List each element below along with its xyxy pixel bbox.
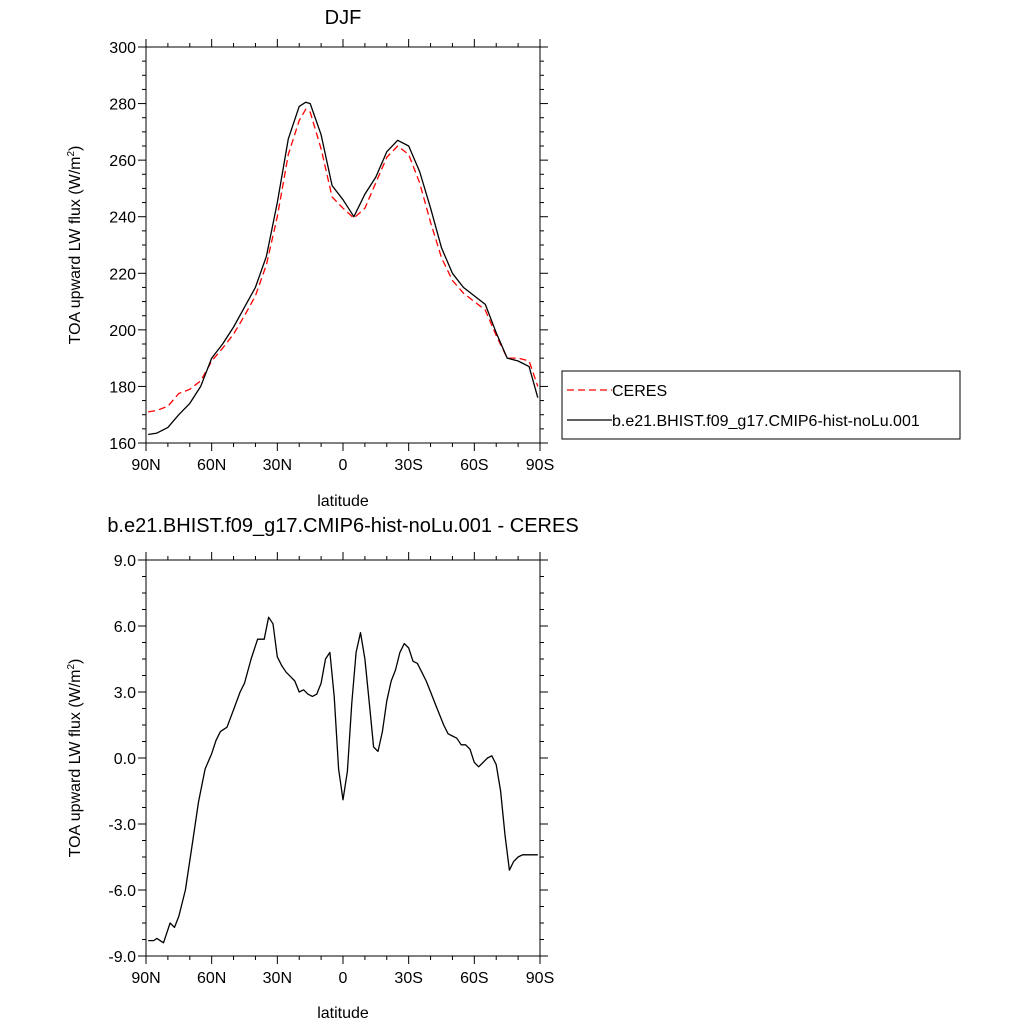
bottom-plot-frame [145, 559, 541, 957]
bottom-x-tick-label: 90S [526, 970, 554, 987]
bottom-y-tick-label: -3.0 [108, 817, 136, 834]
legend-label-ceres: CERES [612, 383, 667, 400]
top-axis-ticks: 90N 60N 30N 0 30S 60S 90S 160 180 200 220 240 260 280… [109, 39, 554, 474]
top-series-lines [148, 101, 539, 436]
bottom-x-tick-label: 60S [460, 970, 488, 987]
bottom-x-tick-label: 90N [131, 970, 160, 987]
bottom-x-tick-label: 0 [339, 970, 348, 987]
bottom-y-tick-label: 6.0 [114, 619, 136, 636]
bottom-x-axis-label: latitude [317, 1005, 369, 1022]
top-y-tick-label: 160 [109, 436, 136, 453]
top-series-line-1 [148, 101, 539, 436]
bottom-x-tick-label: 30S [394, 970, 422, 987]
top-plot-frame [145, 46, 541, 444]
top-y-axis-label-main: TOA upward LW flux (W/m [67, 157, 84, 345]
bottom-y-axis-label: TOA upward LW flux (W/m2) [66, 659, 84, 858]
bottom-y-axis-label-sup: 2 [66, 664, 77, 670]
bottom-y-tick-label: 0.0 [114, 751, 136, 768]
top-x-axis-label: latitude [317, 493, 369, 510]
bottom-series-line-0 [148, 616, 538, 944]
bottom-series-lines [148, 616, 538, 944]
bottom-axis-ticks: 90N 60N 30N 0 30S 60S 90S -9.0 -6.0 -3.0 0.0 3.0 6.0… [108, 552, 554, 987]
top-y-tick-label: 200 [109, 323, 136, 340]
bottom-y-tick-label: -9.0 [108, 949, 136, 966]
bottom-chart: b.e21.BHIST.f09_g17.CMIP6-hist-noLu.001 … [66, 515, 579, 1022]
bottom-x-tick-label: 60N [197, 970, 226, 987]
top-y-tick-label: 260 [109, 153, 136, 170]
top-y-tick-label: 220 [109, 266, 136, 283]
legend-box [561, 370, 961, 440]
bottom-y-tick-label: 3.0 [114, 685, 136, 702]
bottom-y-tick-label: -6.0 [108, 883, 136, 900]
top-y-tick-label: 180 [109, 379, 136, 396]
top-chart-title: DJF [325, 7, 362, 29]
top-y-tick-label: 240 [109, 210, 136, 227]
legend-label-model: b.e21.BHIST.f09_g17.CMIP6-hist-noLu.001 [612, 413, 920, 430]
top-x-tick-label: 0 [339, 457, 348, 474]
bottom-y-axis-label-main: TOA upward LW flux (W/m [67, 670, 84, 858]
bottom-x-tick-label: 30N [263, 970, 292, 987]
top-x-tick-label: 90S [526, 457, 554, 474]
top-x-tick-label: 30N [263, 457, 292, 474]
bottom-y-axis-label-close: ) [67, 659, 84, 664]
legend: CERES b.e21.BHIST.f09_g17.CMIP6-hist-noL… [561, 370, 961, 440]
top-y-tick-label: 300 [109, 40, 136, 57]
bottom-y-tick-label: 9.0 [114, 553, 136, 570]
top-y-tick-label: 280 [109, 97, 136, 114]
top-x-tick-label: 60S [460, 457, 488, 474]
top-chart: DJF 90N 60N 30N 0 30S 60S 90S 160 180 200 220 240 26… [66, 7, 961, 510]
top-series-line-0 [148, 108, 539, 413]
top-y-axis-label-sup: 2 [66, 151, 77, 157]
top-x-tick-label: 90N [131, 457, 160, 474]
top-x-tick-label: 30S [394, 457, 422, 474]
top-y-axis-label: TOA upward LW flux (W/m2) [66, 146, 84, 345]
top-x-tick-label: 60N [197, 457, 226, 474]
bottom-chart-title: b.e21.BHIST.f09_g17.CMIP6-hist-noLu.001 … [107, 515, 578, 537]
top-y-axis-label-close: ) [67, 146, 84, 151]
